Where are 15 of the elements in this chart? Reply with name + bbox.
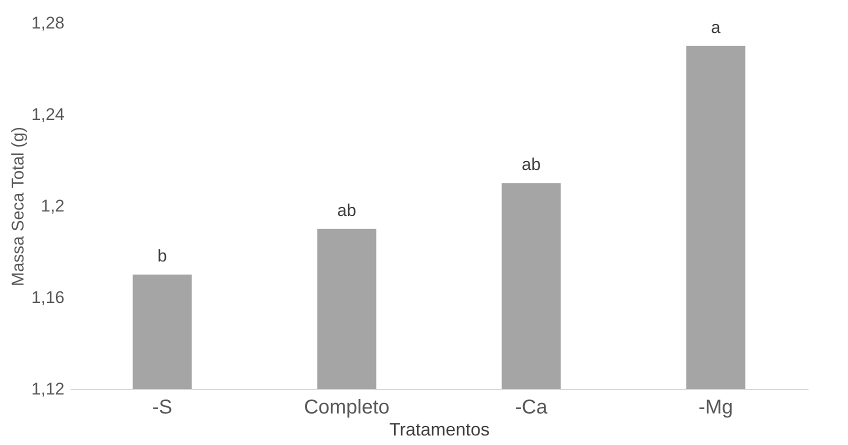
annotation: ab xyxy=(337,200,356,220)
y-tick-label: 1,2 xyxy=(40,196,64,216)
annotation: ab xyxy=(522,155,541,174)
x-tick-label: -S xyxy=(152,396,172,418)
x-tick-label: -Ca xyxy=(515,396,548,418)
x-axis-title: Tratamentos xyxy=(389,420,490,440)
y-tick-label: 1,24 xyxy=(31,105,64,124)
y-tick-label: 1,16 xyxy=(31,288,64,307)
annotation: a xyxy=(711,18,722,37)
x-tick-label: Completo xyxy=(304,396,390,418)
x-tick-label: -Mg xyxy=(698,396,733,418)
y-tick-label: 1,28 xyxy=(31,14,64,32)
y-tick-label: 1,12 xyxy=(31,380,64,398)
y-axis-title: Massa Seca Total (g) xyxy=(8,126,28,286)
annotation: b xyxy=(158,246,167,266)
